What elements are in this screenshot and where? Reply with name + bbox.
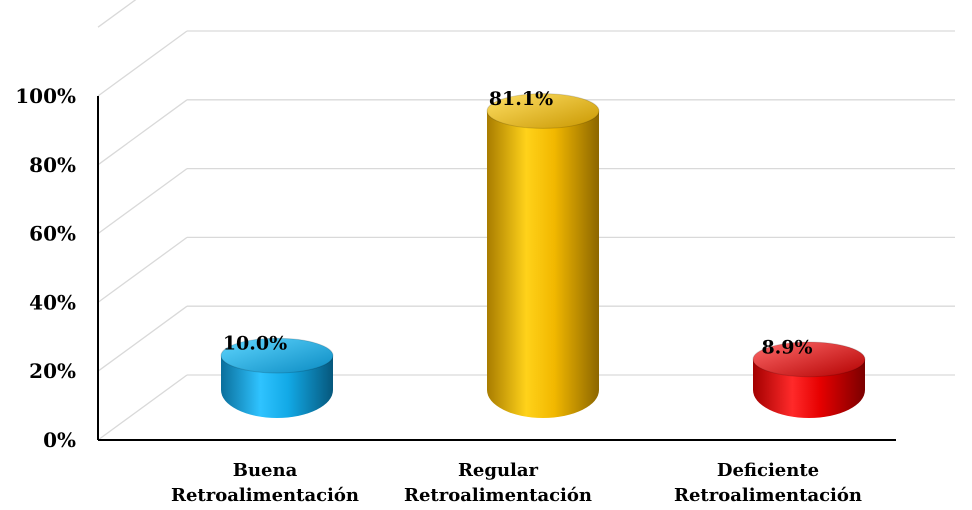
category-labels: Buena Retroalimentación Regular Retroalimen… [171, 460, 862, 506]
y-tick-label: 100% [15, 84, 76, 108]
gridline-side [97, 30, 188, 97]
x-tick-label: Regular [458, 460, 539, 481]
gridline-side [97, 0, 137, 28]
y-tick-label: 20% [29, 359, 76, 383]
bar-body [487, 111, 599, 419]
y-tick-label: 40% [29, 290, 76, 314]
y-tick-label: 80% [29, 153, 76, 177]
bar-top [752, 341, 866, 378]
bar-top [220, 337, 334, 374]
gridline-side [97, 99, 188, 166]
gridline-side [97, 374, 188, 441]
y-axis-ticks: 0% 20% 40% 60% 80% 100% [15, 84, 76, 452]
x-tick-label: Deficiente [717, 460, 819, 481]
gridline-side [97, 168, 188, 235]
y-tick-label: 0% [43, 428, 76, 452]
data-label: 81.1% [489, 88, 553, 110]
bar-top [486, 93, 600, 129]
x-tick-label: Retroalimentación [674, 485, 862, 506]
bars [220, 93, 866, 419]
x-tick-label: Retroalimentación [171, 485, 359, 506]
gridline-side [97, 305, 188, 372]
bar [486, 93, 600, 419]
data-label: 8.9% [761, 336, 812, 358]
y-tick-label: 60% [29, 222, 76, 246]
bar [752, 341, 866, 418]
data-label: 10.0% [223, 333, 287, 355]
bar [220, 337, 334, 418]
x-tick-label: Buena [233, 460, 298, 481]
x-tick-label: Retroalimentación [404, 485, 592, 506]
gridline-side [97, 236, 188, 303]
data-labels: 10.0% 81.1% 8.9% [223, 88, 813, 358]
bar-body [221, 355, 333, 418]
